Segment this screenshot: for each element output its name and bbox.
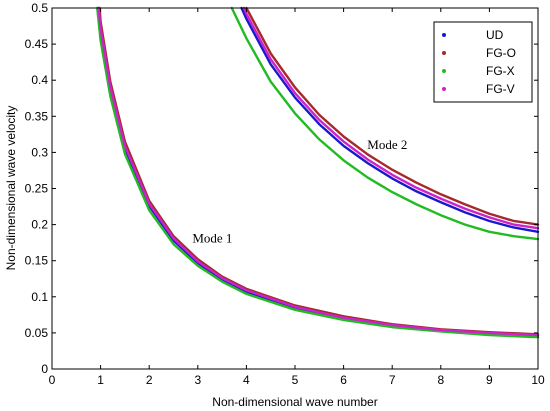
legend-marker-ud [442, 33, 446, 37]
y-axis-label: Non-dimensional wave velocity [4, 106, 18, 271]
y-axis: 0 0.05 0.1 0.15 0.2 0.25 0.3 0.35 0.4 0.45 0.5 [25, 1, 538, 376]
legend-label-fg-x: FG-X [486, 64, 515, 78]
legend-marker-fg-x [442, 69, 446, 73]
legend-label-fg-v: FG-V [486, 82, 515, 96]
y-tick-label: 0.3 [31, 145, 48, 159]
annotations: Mode 1 Mode 2 [192, 137, 407, 246]
annotation-mode-1: Mode 1 [192, 231, 232, 246]
y-tick-label: 0.25 [25, 182, 49, 196]
annotation-mode-2: Mode 2 [367, 137, 407, 152]
legend-label-ud: UD [486, 28, 504, 42]
series-line-fg-o-mode2 [245, 6, 540, 226]
y-tick-label: 0.45 [25, 37, 49, 51]
x-tick-label: 1 [97, 373, 104, 387]
y-tick-label: 0 [41, 362, 48, 376]
x-axis: 0 1 2 3 4 5 6 7 8 9 10 [49, 8, 545, 387]
legend-box [433, 21, 533, 103]
legend-marker-fg-v [442, 87, 446, 91]
y-tick-label: 0.2 [31, 218, 48, 232]
x-tick-label: 10 [531, 373, 545, 387]
y-tick-label: 0.05 [25, 326, 49, 340]
series-line-fg-v-mode2 [242, 6, 540, 230]
x-tick-label: 8 [437, 373, 444, 387]
y-tick-label: 0.1 [31, 290, 48, 304]
x-tick-label: 0 [49, 373, 56, 387]
legend-label-fg-o: FG-O [486, 46, 516, 60]
x-tick-label: 5 [292, 373, 299, 387]
x-tick-label: 9 [486, 373, 493, 387]
legend: UD FG-O FG-X FG-V [433, 21, 533, 103]
x-tick-label: 4 [243, 373, 250, 387]
series-line-fg-x-mode2 [230, 6, 540, 241]
series-layer [96, 6, 540, 339]
x-tick-label: 3 [194, 373, 201, 387]
y-tick-label: 0.15 [25, 254, 49, 268]
y-tick-label: 0.35 [25, 109, 49, 123]
series-line-fg-x-mode1 [96, 6, 540, 339]
x-axis-label: Non-dimensional wave number [212, 395, 377, 409]
y-tick-label: 0.5 [31, 1, 48, 15]
x-tick-label: 6 [340, 373, 347, 387]
series-line-ud-mode2 [240, 6, 540, 234]
y-tick-label: 0.4 [31, 73, 48, 87]
x-tick-label: 2 [146, 373, 153, 387]
legend-marker-fg-o [442, 51, 446, 55]
series-line-fg-v-mode1 [97, 6, 540, 337]
x-tick-label: 7 [389, 373, 396, 387]
